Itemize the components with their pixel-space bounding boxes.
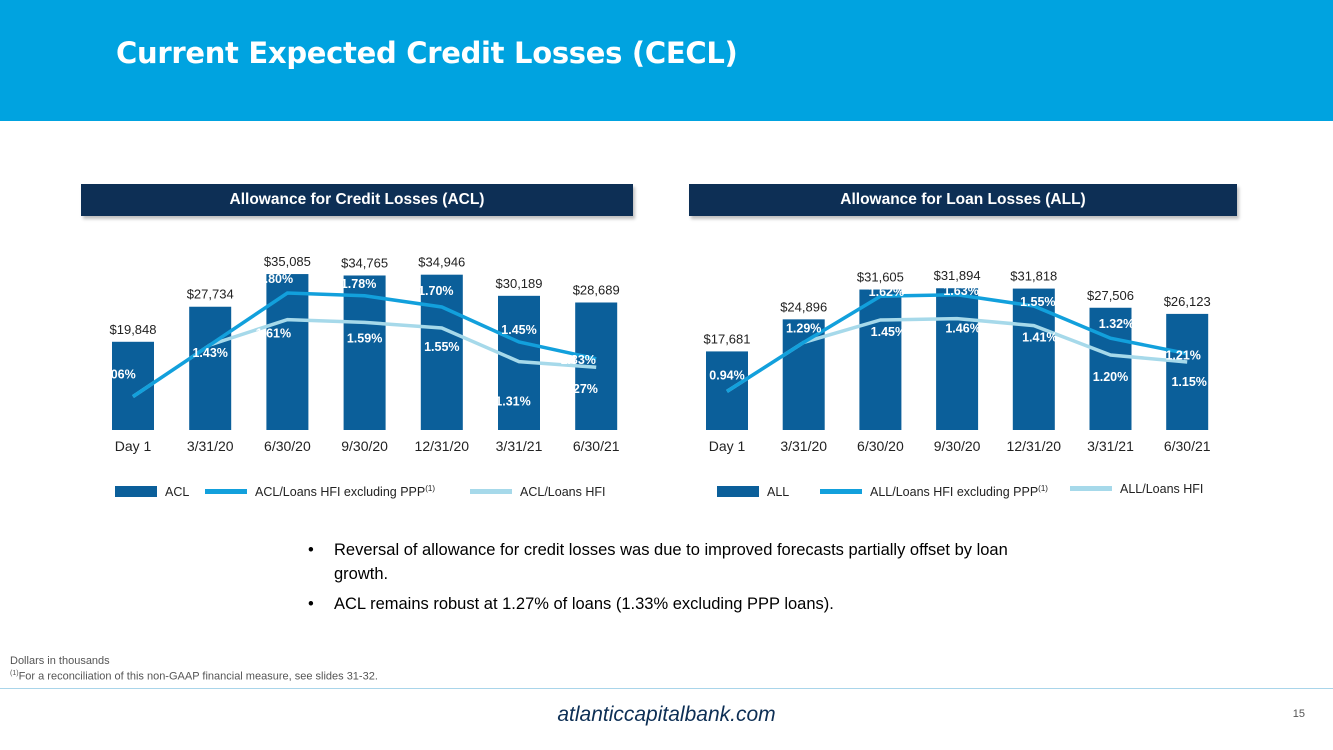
bar-all — [936, 288, 979, 430]
x-tick-label: 3/31/20 — [780, 438, 827, 454]
legend-bar-swatch — [115, 486, 157, 497]
line-loans-hfi-excl-ppp — [726, 293, 1188, 393]
bar-all — [1012, 288, 1055, 430]
bar-all — [859, 289, 902, 430]
percent-label-hfi: 1.59% — [347, 331, 382, 345]
bar-value-label: $27,734 — [187, 287, 234, 302]
percent-label-excl-ppp: 1.21% — [1165, 349, 1200, 363]
bar-value-label: $27,506 — [1087, 288, 1134, 303]
acl-panel-header: Allowance for Credit Losses (ACL) — [81, 184, 633, 216]
bar-acl — [343, 275, 386, 430]
percent-label-excl-ppp: 1.33% — [560, 353, 595, 367]
x-tick-label: 6/30/20 — [264, 438, 311, 454]
bullet-marker: • — [308, 595, 314, 613]
x-tick-label: 6/30/21 — [573, 438, 620, 454]
percent-label-hfi: 1.43% — [192, 346, 227, 360]
percent-label-hfi: 1.29% — [786, 321, 821, 335]
bullet-text: Reversal of allowance for credit losses … — [334, 541, 1008, 583]
all-chart: $17,681 $24,896 $31,605 $31,894 $31,818 $27,5… — [704, 268, 1211, 499]
x-tick-label: Day 1 — [115, 438, 152, 454]
bar-all — [782, 319, 825, 430]
footnote-units: Dollars in thousands — [10, 655, 110, 667]
percent-label-excl-ppp: 1.63% — [943, 284, 978, 298]
legend-label: ACL/Loans HFI — [520, 485, 605, 499]
bar-value-label: $28,689 — [573, 282, 620, 297]
all-panel-header: Allowance for Loan Losses (ALL) — [689, 184, 1237, 216]
percent-label-hfi: 0.94% — [709, 368, 744, 382]
bar-value-label: $34,946 — [418, 255, 465, 270]
bullet-item: • Reversal of allowance for credit losse… — [300, 538, 1060, 586]
legend-line-swatch — [820, 489, 862, 494]
bar-value-label: $17,681 — [704, 331, 751, 346]
title-banner — [0, 0, 1333, 121]
footnote-reconciliation: (1)For a reconciliation of this non-GAAP… — [10, 670, 378, 683]
bullet-list: • Reversal of allowance for credit losse… — [300, 538, 1060, 622]
bar-all — [1166, 313, 1209, 430]
x-tick-label: 12/31/20 — [1007, 438, 1062, 454]
x-tick-label: 9/30/20 — [341, 438, 388, 454]
bar-value-label: $31,605 — [857, 270, 904, 285]
percent-label-excl-ppp: 1.70% — [418, 284, 453, 298]
percent-label-excl-ppp: 1.55% — [1020, 295, 1055, 309]
legend-line-swatch — [1070, 486, 1112, 491]
x-tick-label: 3/31/21 — [496, 438, 543, 454]
bar-value-label: $24,896 — [780, 299, 827, 314]
x-tick-label: 12/31/20 — [415, 438, 470, 454]
percent-label-hfi: 1.20% — [1093, 370, 1128, 384]
x-tick-label: Day 1 — [709, 438, 746, 454]
bar-acl — [189, 306, 232, 430]
bar-all — [1089, 307, 1132, 430]
bar-value-label: $30,189 — [496, 276, 543, 291]
percent-label-excl-ppp: 1.32% — [1099, 317, 1134, 331]
percent-label-hfi: 1.06% — [100, 368, 135, 382]
percent-label-hfi: 1.41% — [1022, 331, 1057, 345]
footnote-ref: (1) — [10, 670, 19, 677]
page-title: Current Expected Credit Losses (CECL) — [116, 36, 738, 70]
percent-label-hfi: 1.61% — [256, 327, 291, 341]
legend-line-swatch — [205, 489, 247, 494]
bar-value-label: $35,085 — [264, 254, 311, 269]
bar-value-label: $31,894 — [934, 268, 981, 283]
bullet-text: ACL remains robust at 1.27% of loans (1.… — [334, 595, 834, 613]
legend-bar-swatch — [717, 486, 759, 497]
legend-label: ACL/Loans HFI excluding PPP(1) — [255, 484, 435, 499]
legend-label: ALL/Loans HFI — [1120, 482, 1203, 496]
percent-label-excl-ppp: 1.78% — [341, 277, 376, 291]
percent-label-excl-ppp: 1.80% — [258, 272, 293, 286]
line-loans-hfi-excl-ppp — [132, 291, 597, 399]
bar-acl — [266, 274, 309, 430]
x-tick-label: 3/31/20 — [187, 438, 234, 454]
bar-value-label: $26,123 — [1164, 294, 1211, 309]
bar-value-label: $34,765 — [341, 255, 388, 270]
x-tick-label: 6/30/20 — [857, 438, 904, 454]
bullet-item: • ACL remains robust at 1.27% of loans (… — [300, 592, 1060, 616]
bullet-marker: • — [308, 541, 314, 559]
legend-label: ACL — [165, 485, 189, 499]
percent-label-excl-ppp: 1.62% — [869, 285, 904, 299]
bar-value-label: $31,818 — [1010, 269, 1057, 284]
legend-footnote-ref: (1) — [425, 484, 435, 493]
page-number: 15 — [1292, 708, 1305, 720]
percent-label-hfi: 1.31% — [495, 395, 530, 409]
x-tick-label: 6/30/21 — [1164, 438, 1211, 454]
legend-footnote-ref: (1) — [1038, 484, 1048, 493]
percent-label-hfi: 1.46% — [945, 322, 980, 336]
footer-divider — [0, 688, 1333, 689]
legend-line-swatch — [470, 489, 512, 494]
percent-label-hfi: 1.45% — [871, 325, 906, 339]
footnote-text: For a reconciliation of this non-GAAP fi… — [18, 670, 378, 683]
bar-value-label: $19,848 — [110, 322, 157, 337]
x-tick-label: 3/31/21 — [1087, 438, 1134, 454]
legend-label: ALL/Loans HFI excluding PPP(1) — [870, 484, 1048, 499]
percent-label-hfi: 1.15% — [1171, 375, 1206, 389]
percent-label-hfi: 1.55% — [424, 340, 459, 354]
acl-chart: $19,848 $27,734 $35,085 $34,765 $34,946 $30,1… — [100, 254, 620, 499]
percent-label-hfi: 1.27% — [562, 382, 597, 396]
legend-label: ALL — [767, 485, 789, 499]
x-tick-label: 9/30/20 — [934, 438, 981, 454]
bar-acl — [420, 274, 463, 430]
website-link[interactable]: atlanticcapitalbank.com — [557, 703, 776, 726]
percent-label-excl-ppp: 1.45% — [501, 323, 536, 337]
